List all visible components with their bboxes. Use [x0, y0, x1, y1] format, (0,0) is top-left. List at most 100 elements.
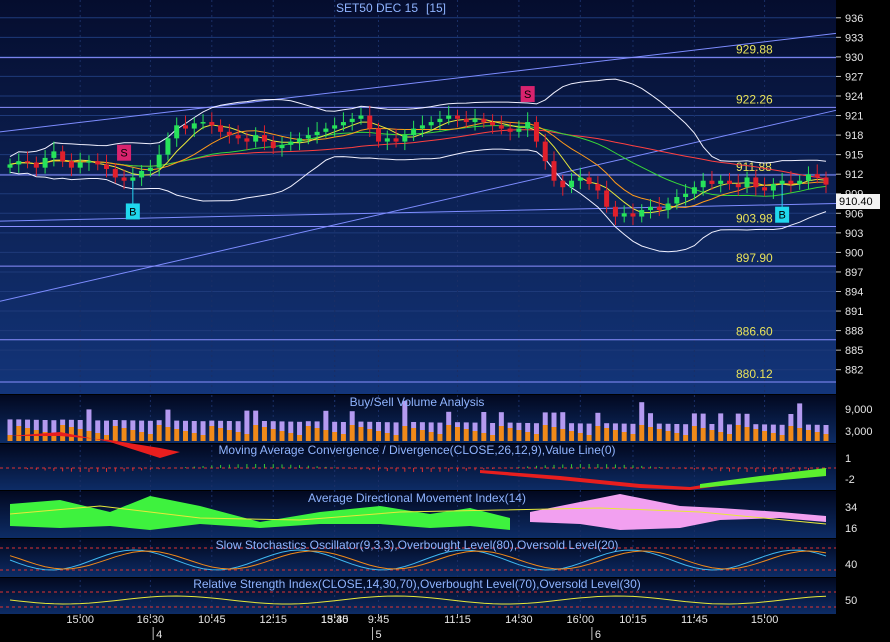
volume-bar-buy — [7, 435, 13, 441]
time-tick-label: 12:15 — [259, 614, 287, 626]
trend-line-lower — [0, 109, 837, 302]
volume-bar-sell — [419, 422, 425, 430]
volume-bar-buy — [86, 431, 92, 441]
candle-body — [191, 123, 197, 129]
candle-body — [797, 180, 803, 184]
macd-title: Moving Average Convergence / Divergence(… — [218, 443, 615, 457]
candle-body — [630, 213, 636, 217]
volume-bar-sell — [437, 422, 443, 434]
volume-bar-sell — [332, 421, 338, 432]
time-tick-label: 13:45 — [321, 614, 349, 626]
volume-bar-sell — [656, 423, 662, 429]
day-label: 6 — [595, 629, 601, 641]
adx-plus-di — [10, 496, 510, 530]
candle-body — [95, 161, 101, 165]
volume-bar-buy — [762, 431, 768, 441]
candle-body — [209, 122, 215, 126]
candle-body — [182, 125, 188, 129]
candle-body — [814, 174, 820, 178]
volume-bar-sell — [454, 422, 460, 427]
stoch-title: Slow Stochastics Oscillator(9,3,3),Overb… — [216, 538, 619, 552]
candle-body — [648, 206, 654, 211]
candle-body — [77, 162, 83, 168]
volume-bar-sell — [130, 420, 136, 430]
volume-bar-buy — [814, 432, 820, 441]
current-price-box — [836, 194, 880, 209]
candle-body — [674, 197, 680, 204]
candle-body — [130, 177, 136, 181]
volume-bar-buy — [507, 428, 513, 441]
candle-body — [340, 122, 346, 126]
volume-bar-sell — [814, 424, 820, 432]
volume-bar-sell — [156, 420, 162, 425]
volume-bar-sell — [174, 420, 180, 429]
volume-bar-buy — [419, 430, 425, 441]
volume-bar-buy — [770, 433, 776, 441]
candle-body — [533, 122, 539, 142]
volume-bar-buy — [51, 434, 57, 441]
volume-bar-buy — [665, 431, 671, 441]
volume-bar-sell — [533, 423, 539, 434]
volume-bar-buy — [700, 428, 706, 441]
candle-body — [235, 135, 241, 139]
volume-bar-buy — [472, 431, 478, 441]
candle-body — [691, 187, 697, 194]
volume-bar-sell — [253, 410, 259, 425]
volume-bar-buy — [314, 428, 320, 441]
candle-body — [805, 174, 811, 181]
volume-bar-buy — [340, 434, 346, 441]
volume-bar-buy — [490, 435, 496, 441]
candle-body — [411, 128, 417, 136]
candle-body — [516, 128, 522, 132]
candle-body — [384, 138, 390, 142]
volume-bar-sell — [393, 422, 399, 435]
price-tick-label: 906 — [845, 208, 863, 220]
volume-bar-sell — [77, 420, 83, 429]
candle-body — [560, 180, 566, 188]
candle-body — [639, 210, 645, 217]
candle-body — [174, 125, 180, 139]
volume-bar-buy — [454, 427, 460, 441]
volume-bar-buy — [718, 432, 724, 441]
time-tick-label: 15:00 — [751, 614, 779, 626]
stoch-tick-1: 40 — [845, 559, 857, 571]
volume-bar-sell — [147, 420, 153, 434]
price-tick-label: 912 — [845, 169, 863, 181]
volume-bar-buy — [656, 429, 662, 441]
time-tick-label: 9:45 — [368, 614, 389, 626]
candle-body — [779, 180, 785, 184]
price-tick-label: 900 — [845, 247, 863, 259]
time-tick-label: 10:15 — [619, 614, 647, 626]
sub-indicators — [0, 400, 836, 608]
volume-bar-sell — [648, 413, 654, 427]
time-tick-label: 10:45 — [198, 614, 226, 626]
candle-body — [393, 138, 399, 142]
adx-tick-2: 16 — [845, 523, 857, 535]
volume-bar-sell — [25, 419, 31, 428]
level-label: 886.60 — [736, 325, 773, 339]
adx-minus-di — [530, 494, 826, 530]
volume-bar-buy — [577, 433, 583, 441]
volume-bar-sell — [218, 420, 224, 428]
candle-body — [7, 164, 13, 168]
volume-bar-sell — [770, 424, 776, 433]
time-tick-label: 15:30 — [321, 614, 349, 626]
sell-signal — [520, 86, 535, 103]
candle-body — [270, 141, 276, 149]
volume-bar-sell — [95, 420, 101, 433]
volume-bar-sell — [16, 419, 22, 426]
candle-body — [60, 151, 66, 162]
day-label: 5 — [376, 629, 382, 641]
rsi-tick-1: 50 — [845, 595, 857, 607]
volume-bar-sell — [270, 421, 276, 429]
volume-bar-sell — [446, 411, 452, 425]
volume-bar-sell — [516, 422, 522, 430]
volume-bar-sell — [411, 422, 417, 428]
candle-body — [428, 122, 434, 126]
chart-title: SET50 DEC 15 — [336, 1, 418, 15]
volume-bar-buy — [779, 435, 785, 441]
volume-bar-buy — [604, 428, 610, 441]
candle-body — [42, 157, 48, 168]
time-tick-label: 15:00 — [66, 614, 94, 626]
